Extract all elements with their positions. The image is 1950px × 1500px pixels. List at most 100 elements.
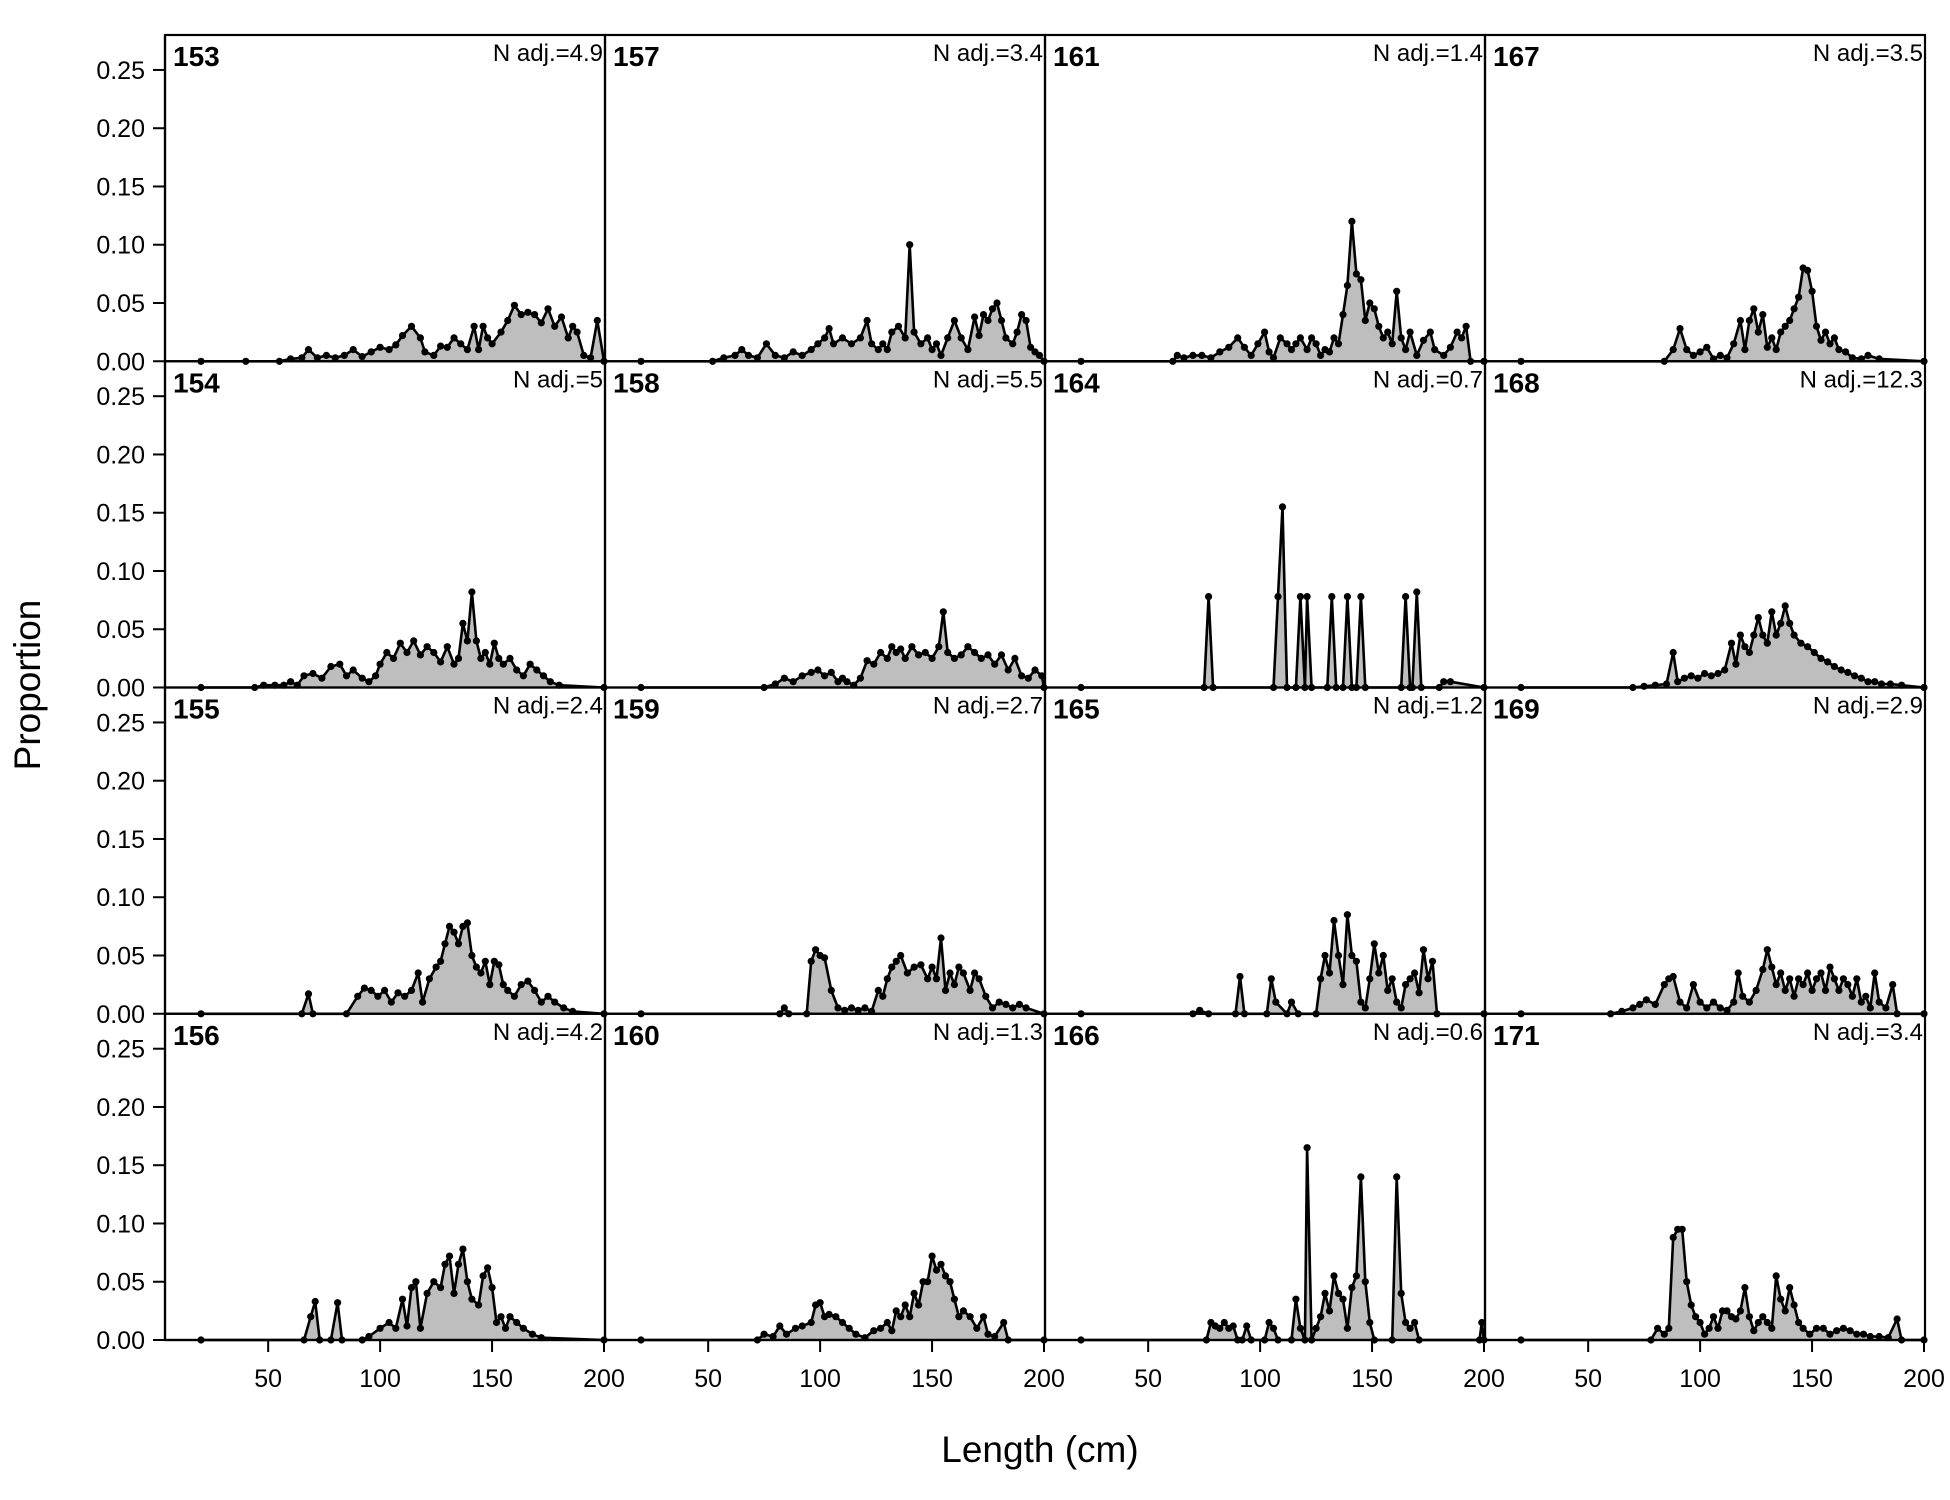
data-point xyxy=(533,666,541,674)
data-point xyxy=(1379,334,1387,342)
data-point xyxy=(1683,346,1691,354)
data-points xyxy=(197,1245,608,1344)
data-point xyxy=(1205,593,1213,601)
data-point xyxy=(915,651,923,659)
data-point xyxy=(1317,975,1325,983)
data-point xyxy=(937,351,945,359)
data-point xyxy=(537,319,545,327)
data-point xyxy=(798,1322,806,1330)
data-point xyxy=(1325,969,1334,977)
data-point xyxy=(1759,311,1767,319)
data-point xyxy=(1745,648,1753,657)
data-point xyxy=(877,1324,885,1332)
data-point xyxy=(1031,666,1039,674)
data-point xyxy=(381,986,389,995)
data-point xyxy=(365,1332,373,1341)
data-point xyxy=(524,977,532,985)
data-point xyxy=(1768,334,1776,342)
data-point xyxy=(430,351,438,359)
data-point xyxy=(1018,311,1026,319)
data-point xyxy=(528,1330,537,1338)
y-tick-label: 0.00 xyxy=(96,1001,145,1029)
data-point xyxy=(1370,940,1378,948)
data-point xyxy=(463,346,471,354)
data-point xyxy=(1225,343,1233,351)
data-point xyxy=(334,1299,342,1307)
data-point xyxy=(950,654,959,663)
data-point xyxy=(1871,678,1879,686)
data-point xyxy=(1015,1000,1024,1009)
data-point xyxy=(1781,322,1789,330)
data-point xyxy=(877,648,885,657)
data-point xyxy=(1317,351,1325,359)
data-point xyxy=(807,1318,815,1327)
data-point xyxy=(845,1324,853,1332)
data-point xyxy=(993,299,1001,307)
data-point xyxy=(1736,631,1744,639)
data-point xyxy=(403,648,411,657)
data-point xyxy=(1877,680,1886,688)
data-point xyxy=(1705,1324,1713,1332)
data-point xyxy=(587,354,595,362)
data-point xyxy=(863,316,871,325)
area-fill xyxy=(1521,268,1924,362)
data-point xyxy=(1739,992,1747,1000)
data-point xyxy=(1236,972,1244,981)
x-tick-label: 200 xyxy=(1903,1365,1945,1393)
data-point xyxy=(892,957,900,965)
data-point xyxy=(955,963,963,971)
data-point xyxy=(1716,351,1724,359)
data-point xyxy=(1701,1330,1709,1338)
y-tick-label: 0.20 xyxy=(96,115,145,143)
data-point xyxy=(1254,340,1262,348)
data-point xyxy=(1821,328,1830,336)
data-points xyxy=(1517,602,1928,692)
data-point xyxy=(1804,643,1812,651)
data-point xyxy=(479,322,487,330)
data-point xyxy=(376,1324,384,1332)
data-point xyxy=(387,998,395,1006)
data-point xyxy=(928,654,936,663)
data-point xyxy=(1272,998,1280,1006)
y-tick-label: 0.20 xyxy=(96,441,145,469)
data-point xyxy=(821,334,829,342)
x-tick-label: 150 xyxy=(1351,1365,1393,1393)
panel-157: 157 N adj.=3.4 xyxy=(603,33,1048,365)
data-point xyxy=(304,990,313,998)
area-fill xyxy=(1081,1147,1484,1340)
area-fill xyxy=(1081,506,1484,688)
series-line xyxy=(1081,1146,1486,1342)
n-adj-label: N adj.=2.4 xyxy=(493,693,603,720)
data-point xyxy=(539,672,548,680)
data-point xyxy=(1207,354,1215,362)
data-point xyxy=(1370,305,1378,313)
data-point xyxy=(1180,354,1188,362)
data-point xyxy=(1397,334,1405,342)
data-point xyxy=(789,348,797,356)
data-point xyxy=(1406,328,1414,336)
area-fill xyxy=(201,592,604,688)
data-point xyxy=(1889,981,1897,989)
data-point xyxy=(472,963,480,971)
data-point xyxy=(1795,975,1803,983)
data-point xyxy=(937,934,945,942)
data-point xyxy=(432,963,440,971)
panel-label: 168 xyxy=(1493,367,1540,398)
data-point xyxy=(1786,1284,1794,1292)
data-point xyxy=(959,969,968,977)
data-point xyxy=(300,672,308,680)
data-point xyxy=(1727,639,1736,647)
data-point xyxy=(1343,1324,1351,1332)
data-point xyxy=(551,322,559,330)
data-point xyxy=(1732,660,1740,668)
data-point xyxy=(1795,1318,1803,1327)
data-point xyxy=(506,1313,514,1321)
data-point xyxy=(537,998,545,1006)
data-point xyxy=(816,1299,824,1307)
data-point xyxy=(495,654,503,663)
data-point xyxy=(1453,328,1461,336)
data-point xyxy=(1674,678,1682,686)
data-point xyxy=(1859,1330,1868,1338)
data-point xyxy=(1229,1322,1237,1330)
